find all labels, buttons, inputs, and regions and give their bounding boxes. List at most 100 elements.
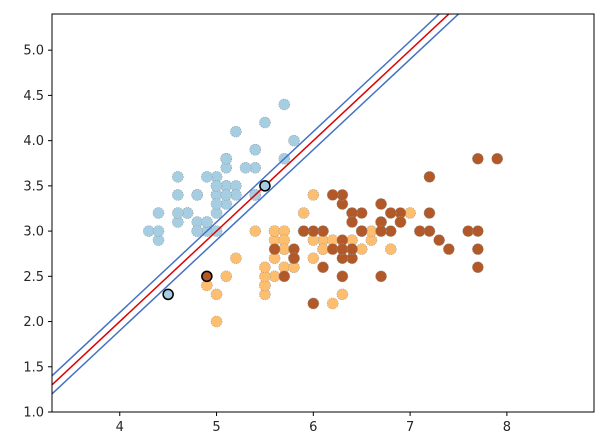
y-tick-label: 1.0	[23, 406, 44, 421]
data-point	[230, 125, 242, 138]
data-point	[413, 225, 426, 237]
data-point	[152, 234, 165, 246]
data-point	[355, 243, 368, 255]
data-point	[278, 243, 291, 255]
data-point	[268, 243, 281, 255]
boundary-lines	[52, 14, 460, 395]
data-point	[172, 189, 184, 201]
data-point	[423, 207, 436, 219]
data-point	[297, 207, 310, 219]
data-point	[472, 152, 484, 165]
support-vector-point	[259, 180, 271, 192]
data-point	[278, 98, 291, 111]
data-point	[307, 225, 320, 237]
data-point	[288, 252, 300, 265]
data-point	[472, 261, 484, 274]
data-point	[307, 252, 320, 265]
data-point	[443, 243, 455, 255]
data-point	[336, 198, 349, 210]
data-layer	[142, 98, 504, 328]
x-tick-label: 5	[212, 420, 220, 435]
data-point	[220, 161, 233, 174]
data-point	[230, 252, 242, 265]
data-point	[491, 152, 504, 165]
data-point	[404, 207, 416, 219]
data-point	[336, 252, 349, 265]
data-point	[288, 134, 300, 147]
data-point	[336, 288, 349, 301]
data-point	[278, 225, 291, 237]
data-point	[462, 225, 474, 237]
x-tick-label: 6	[309, 420, 317, 435]
data-point	[201, 279, 213, 292]
axes: 4 5 6 7 8 1.0 1.5 2.0 2.5 3.0 3.5 4.0 4.5 5.0	[23, 44, 511, 435]
data-point	[239, 161, 252, 174]
data-point	[384, 207, 397, 219]
data-point	[326, 243, 339, 255]
y-tick-label: 4.0	[23, 134, 44, 149]
data-point	[152, 225, 165, 237]
data-point	[142, 225, 155, 237]
data-point	[336, 234, 349, 246]
data-point	[220, 189, 233, 201]
data-point	[384, 243, 397, 255]
data-point	[249, 161, 262, 174]
data-point	[307, 189, 320, 201]
data-point	[336, 270, 349, 283]
data-point	[307, 234, 320, 246]
x-tick-label: 7	[406, 420, 414, 435]
support-vector-point	[162, 288, 174, 301]
data-point	[172, 171, 184, 183]
data-point	[268, 225, 281, 237]
data-point	[365, 234, 378, 246]
data-point	[220, 152, 233, 165]
data-point	[249, 143, 262, 156]
data-point	[375, 270, 387, 283]
margin-line-1	[52, 14, 460, 395]
data-point	[423, 171, 436, 183]
data-point	[259, 270, 271, 283]
y-tick-label: 3.0	[23, 225, 44, 240]
data-point	[317, 225, 329, 237]
data-point	[375, 198, 387, 210]
plot-frame	[51, 13, 595, 413]
data-point	[326, 189, 339, 201]
data-point	[152, 207, 165, 219]
data-point	[472, 243, 484, 255]
data-point	[288, 261, 300, 274]
data-point	[326, 297, 339, 310]
data-point	[201, 216, 213, 228]
data-point	[181, 207, 194, 219]
series-0	[142, 98, 300, 301]
data-point	[346, 243, 358, 255]
margin-line-0	[52, 14, 441, 377]
data-point	[317, 243, 329, 255]
data-point	[249, 225, 262, 237]
data-point	[384, 225, 397, 237]
x-tick-label: 4	[116, 420, 124, 435]
data-point	[172, 216, 184, 228]
data-point	[433, 234, 445, 246]
data-point	[278, 270, 291, 283]
data-point	[355, 225, 368, 237]
data-point	[210, 288, 223, 301]
data-point	[210, 198, 223, 210]
data-point	[346, 207, 358, 219]
data-point	[210, 315, 223, 328]
data-point	[375, 225, 387, 237]
data-point	[259, 116, 271, 129]
x-tick-label: 8	[503, 420, 511, 435]
data-point	[259, 261, 271, 274]
data-point	[191, 189, 203, 201]
data-point	[346, 216, 358, 228]
data-point	[259, 288, 271, 301]
data-point	[210, 207, 223, 219]
data-point	[191, 225, 203, 237]
support-vector-point	[201, 270, 213, 283]
data-point	[172, 207, 184, 219]
data-point	[297, 225, 310, 237]
data-point	[210, 180, 223, 192]
data-point	[375, 216, 387, 228]
data-point	[365, 225, 378, 237]
